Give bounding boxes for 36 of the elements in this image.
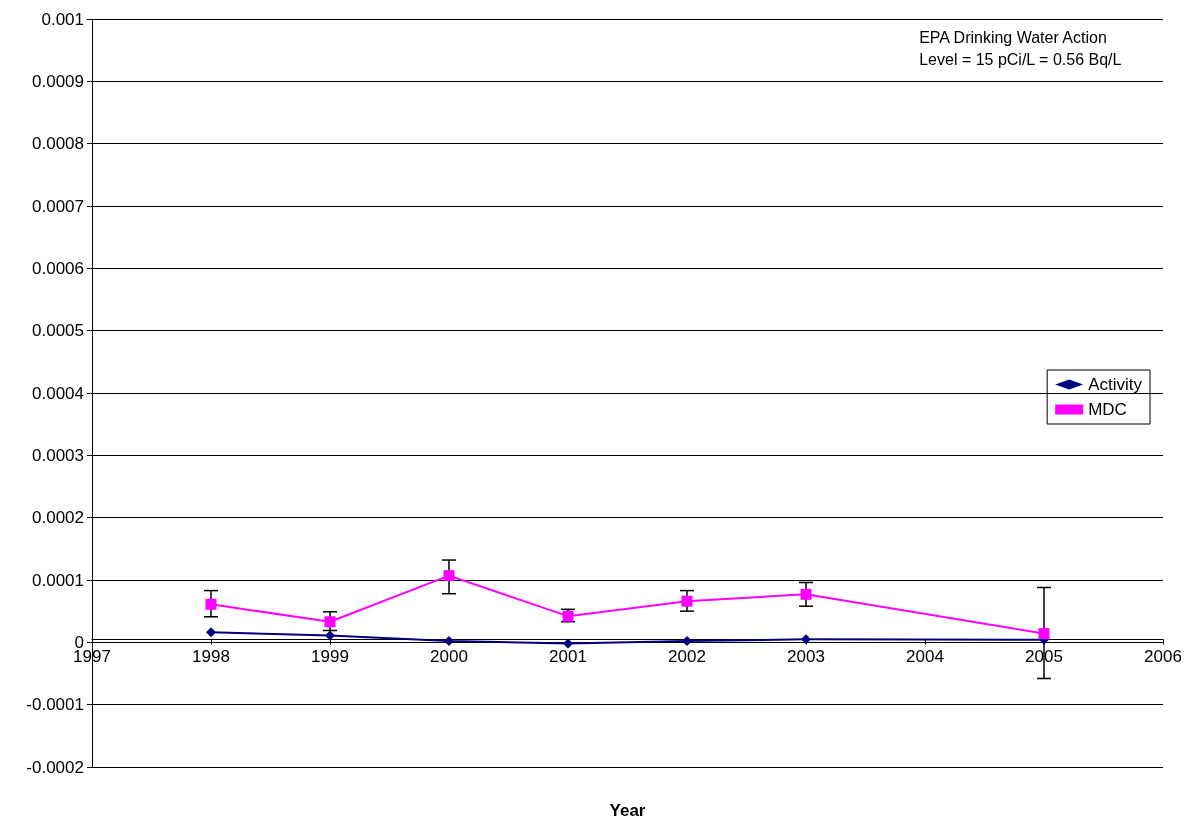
x-tick-label: 2006 bbox=[1144, 646, 1182, 666]
y-tick-label: 0.0006 bbox=[32, 258, 84, 278]
y-tick-label: 0.0001 bbox=[32, 570, 84, 590]
y-tick-label: 0.0007 bbox=[32, 196, 84, 216]
y-tick-label: 0.0005 bbox=[32, 321, 84, 341]
x-tick-label: 2000 bbox=[430, 646, 468, 666]
annotation: EPA Drinking Water Action Level = 15 pCi/L = 0.56 Bq/L bbox=[919, 28, 1122, 68]
y-tick-label: 0.0009 bbox=[32, 71, 84, 91]
point bbox=[444, 636, 454, 647]
point bbox=[681, 595, 693, 607]
legend-label: MDC bbox=[1088, 400, 1127, 419]
point bbox=[206, 627, 216, 638]
point bbox=[801, 634, 811, 645]
point bbox=[1038, 628, 1050, 640]
x-tick-label: 2003 bbox=[787, 646, 825, 666]
y-tick-label: 0.0002 bbox=[32, 508, 84, 528]
point bbox=[205, 598, 217, 610]
x-tick-label: 2002 bbox=[668, 646, 706, 666]
x-tick-label: 1998 bbox=[192, 646, 230, 666]
point bbox=[682, 636, 692, 647]
point bbox=[325, 630, 335, 641]
y-tick-label: 0.0008 bbox=[32, 134, 84, 154]
y-tick-label: -0.0001 bbox=[26, 695, 84, 715]
point bbox=[800, 588, 812, 600]
x-tick-label: 2004 bbox=[906, 646, 944, 666]
y-tick-label: 0.001 bbox=[41, 9, 84, 29]
legend-label: Activity bbox=[1088, 375, 1143, 394]
point bbox=[563, 638, 573, 649]
x-tick-label: 1999 bbox=[311, 646, 349, 666]
y-tick-label: 0.0004 bbox=[32, 383, 84, 403]
y-tick-label: -0.0002 bbox=[26, 757, 84, 777]
point bbox=[443, 570, 455, 582]
y-tick-label: 0.0003 bbox=[32, 445, 84, 465]
x-tick-label: 2001 bbox=[549, 646, 587, 666]
point bbox=[324, 616, 336, 628]
x-axis-title: Year bbox=[609, 801, 646, 820]
